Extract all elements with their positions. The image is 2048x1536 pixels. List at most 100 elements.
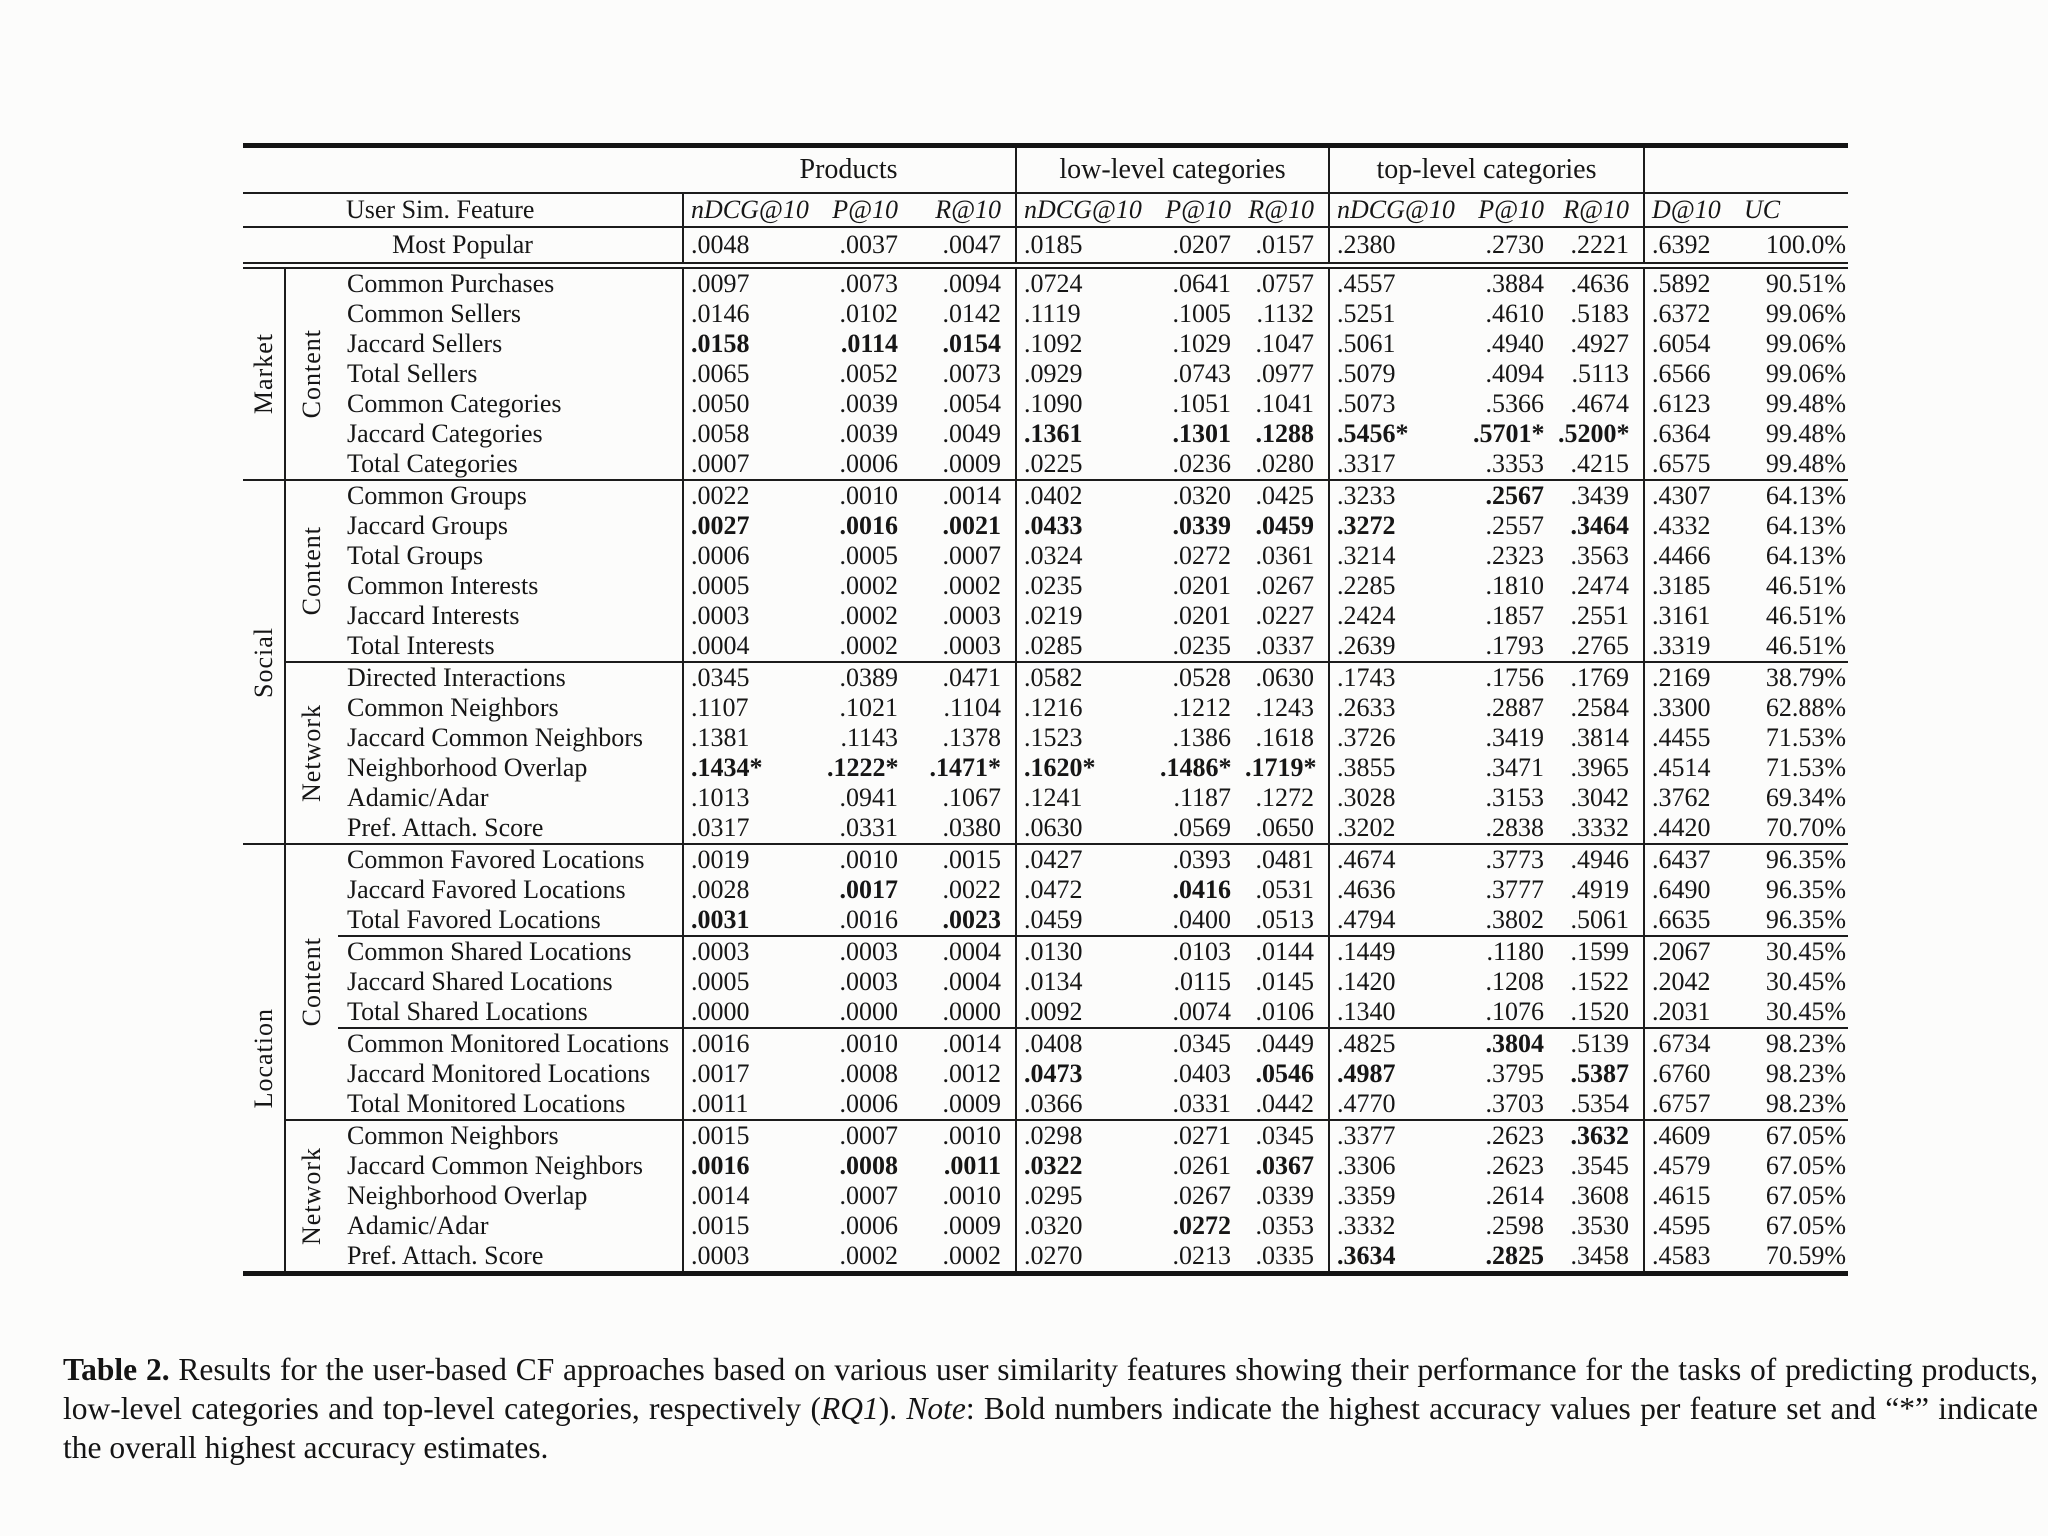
caption-segment: : Bold numbers indicate the highest accu… [63, 1391, 2038, 1465]
cell-topcat-ndcg10: .3306 [1328, 1151, 1473, 1181]
cell-products-p10: .0008 [839, 1059, 899, 1088]
cell-uc: 98.23% [1765, 1089, 1846, 1118]
cell-lowcat-r10: .0425 [1255, 481, 1315, 510]
subgroup-label-col: Network [286, 663, 338, 843]
cell-topcat-p10: .3773 [1485, 845, 1545, 874]
cell-products-ndcg10: .0005 [682, 571, 827, 601]
cell-products-r10: .0073 [942, 359, 1002, 388]
cell-topcat-ndcg10: .4825 [1328, 1029, 1473, 1059]
cell-topcat-r10: .3042 [1570, 783, 1630, 812]
cell-products-p10: .0007 [839, 1121, 899, 1150]
cell-lowcat-p10: .1386 [1172, 723, 1232, 752]
cell-lowcat-ndcg10: .0092 [1015, 997, 1160, 1027]
cell-products-r10: .0003 [942, 631, 1002, 660]
table-row: Adamic/Adar .0015 .0006 .0009 .0320 .0272 .035… [338, 1211, 1848, 1241]
header-d10: D@10 [1643, 194, 1738, 226]
cell-d10: .4609 [1643, 1121, 1738, 1151]
feature-label: Jaccard Categories [347, 419, 543, 448]
cell-products-r10: .0000 [942, 997, 1002, 1026]
cell-lowcat-ndcg10: .0219 [1015, 601, 1160, 631]
cell-products-ndcg10: .1381 [682, 723, 827, 753]
cell-topcat-ndcg10: .3028 [1328, 783, 1473, 813]
cell-topcat-r10: .5200* [1558, 419, 1630, 448]
header-rule-1 [243, 192, 1848, 194]
feature-label: Jaccard Common Neighbors [347, 723, 644, 752]
subsection-content: Content Common Groups .0022 .0010 .0014 .0402… [286, 481, 1848, 661]
cell-products-p10: .0039 [839, 419, 899, 448]
cell-products-r10: .0094 [942, 269, 1002, 298]
cell-topcat-r10: .4919 [1570, 875, 1630, 904]
cell-topcat-p10: .2557 [1485, 511, 1545, 540]
cell-products-ndcg10: .0031 [682, 905, 827, 935]
feature-label: Total Shared Locations [347, 997, 588, 1026]
feature-label: Jaccard Sellers [347, 329, 503, 358]
feature-label: Jaccard Favored Locations [347, 875, 626, 904]
header-products-r10: R@10 [935, 195, 1001, 224]
cell-uc: 64.13% [1765, 481, 1846, 510]
cell-products-r10: .0009 [942, 1211, 1002, 1240]
cell-topcat-ndcg10: .1340 [1328, 997, 1473, 1027]
cell-uc: 46.51% [1765, 571, 1846, 600]
cell-uc: 30.45% [1765, 967, 1846, 996]
cell-lowcat-ndcg10: .0320 [1015, 1211, 1160, 1241]
feature-rows: Directed Interactions .0345 .0389 .0471 .058… [338, 663, 1848, 843]
cell-lowcat-p10: .0743 [1172, 359, 1232, 388]
cell-lowcat-r10: .0339 [1255, 1181, 1315, 1210]
cell-topcat-p10: .1810 [1485, 571, 1545, 600]
cell-topcat-r10: .3439 [1570, 481, 1630, 510]
cell-products-p10: .0039 [839, 389, 899, 418]
cell-lowcat-p10: .0235 [1172, 631, 1232, 660]
cell-lowcat-ndcg10: .1092 [1015, 329, 1160, 359]
cell-lowcat-r10: .0227 [1255, 601, 1315, 630]
cell-topcat-ndcg10: .3377 [1328, 1121, 1473, 1151]
cell-d10: .3762 [1643, 783, 1738, 813]
cell-products-p10: .0017 [839, 875, 899, 904]
cell-products-p10: .0003 [839, 967, 899, 996]
cell-d10: .2169 [1643, 663, 1738, 693]
cell-topcat-r10: .5183 [1570, 299, 1630, 328]
cell-products-r10: .1471* [929, 753, 1002, 782]
header-lowcat-p10: P@10 [1165, 195, 1231, 224]
baseline-products-p10: .0037 [839, 230, 899, 259]
cell-lowcat-r10: .1132 [1256, 299, 1314, 328]
cell-products-ndcg10: .0028 [682, 875, 827, 905]
cell-topcat-ndcg10: .5061 [1328, 329, 1473, 359]
feature-label: Common Monitored Locations [347, 1029, 670, 1058]
cell-products-r10: .0049 [942, 419, 1002, 448]
cell-d10: .6635 [1643, 905, 1738, 935]
cell-topcat-ndcg10: .1420 [1328, 967, 1473, 997]
cell-topcat-ndcg10: .3634 [1328, 1241, 1473, 1271]
cell-lowcat-p10: .0272 [1172, 1211, 1232, 1240]
cell-products-r10: .0009 [942, 449, 1002, 478]
cell-lowcat-ndcg10: .1241 [1015, 783, 1160, 813]
cell-products-ndcg10: .0003 [682, 937, 827, 967]
cell-topcat-ndcg10: .3855 [1328, 753, 1473, 783]
cell-d10: .4595 [1643, 1211, 1738, 1241]
cell-topcat-r10: .3814 [1570, 723, 1630, 752]
cell-topcat-r10: .4636 [1570, 269, 1630, 298]
feature-label: Neighborhood Overlap [347, 1181, 588, 1210]
feature-label: Common Shared Locations [347, 937, 632, 966]
cell-lowcat-ndcg10: .0427 [1015, 845, 1160, 875]
cell-lowcat-r10: .0337 [1255, 631, 1315, 660]
table-row: Total Interests .0004 .0002 .0003 .0285 .0235… [338, 631, 1848, 661]
cell-lowcat-r10: .0449 [1255, 1029, 1315, 1058]
baseline-lowcat-r10: .0157 [1255, 230, 1315, 259]
cell-lowcat-p10: .0331 [1172, 1089, 1232, 1118]
cell-topcat-r10: .4215 [1570, 449, 1630, 478]
cell-topcat-r10: .3464 [1570, 511, 1630, 540]
feature-rows: Common Favored Locations .0019 .0010 .0015.… [338, 845, 1848, 1119]
group-header-topcat: top-level categories [1328, 148, 1643, 192]
cell-d10: .4332 [1643, 511, 1738, 541]
cell-d10: .4615 [1643, 1181, 1738, 1211]
cell-d10: .6372 [1643, 299, 1738, 329]
cell-products-r10: .0010 [942, 1121, 1002, 1150]
baseline-uc: 100.0% [1765, 230, 1846, 259]
subgroup-label: Content [297, 329, 326, 419]
table-row: Jaccard Common Neighbors .1381 .1143 .1378.… [338, 723, 1848, 753]
cell-products-ndcg10: .0007 [682, 449, 827, 479]
cell-products-p10: .0016 [839, 511, 899, 540]
cell-topcat-ndcg10: .3272 [1328, 511, 1473, 541]
group-header-products: Products [799, 154, 898, 185]
cell-lowcat-r10: .0335 [1255, 1241, 1315, 1270]
